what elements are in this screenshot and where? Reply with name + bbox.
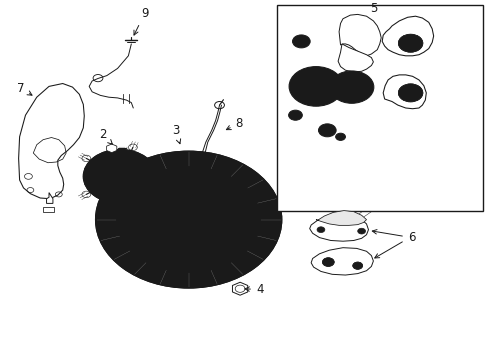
Circle shape [137, 190, 153, 202]
Polygon shape [107, 144, 117, 153]
Polygon shape [316, 211, 367, 225]
Circle shape [137, 237, 153, 249]
Circle shape [398, 84, 423, 102]
Text: 4: 4 [245, 283, 264, 296]
Polygon shape [19, 84, 84, 199]
Text: 5: 5 [369, 3, 377, 15]
Polygon shape [338, 44, 373, 72]
Circle shape [174, 209, 203, 230]
Text: 8: 8 [226, 117, 243, 130]
Text: 9: 9 [134, 7, 148, 35]
Bar [277, 5, 483, 211]
Circle shape [289, 110, 302, 120]
Circle shape [83, 149, 157, 203]
Circle shape [235, 214, 250, 225]
Circle shape [317, 227, 325, 233]
Circle shape [318, 124, 336, 137]
Text: 2: 2 [99, 129, 112, 144]
Text: 1: 1 [106, 165, 120, 179]
Text: 6: 6 [372, 230, 416, 244]
Circle shape [197, 252, 213, 263]
Polygon shape [232, 282, 248, 295]
Text: 7: 7 [17, 82, 32, 95]
Polygon shape [47, 193, 53, 203]
Circle shape [289, 67, 343, 106]
Polygon shape [339, 14, 381, 56]
Polygon shape [311, 248, 373, 275]
Circle shape [330, 71, 374, 103]
Circle shape [293, 35, 310, 48]
Polygon shape [383, 75, 426, 109]
Circle shape [197, 176, 213, 188]
Text: 3: 3 [172, 124, 181, 144]
Circle shape [96, 151, 282, 288]
Polygon shape [310, 216, 368, 241]
Polygon shape [382, 16, 434, 56]
Circle shape [353, 262, 363, 269]
Polygon shape [43, 207, 54, 212]
Circle shape [358, 228, 366, 234]
Circle shape [336, 133, 345, 140]
Circle shape [322, 258, 334, 266]
Circle shape [398, 34, 423, 52]
